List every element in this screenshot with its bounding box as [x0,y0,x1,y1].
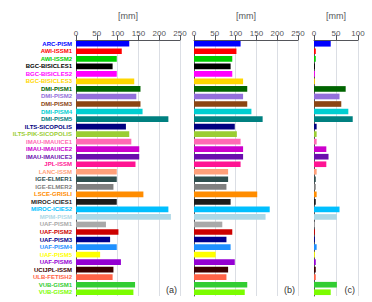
svg-text:IMAU-IMAUICE2: IMAU-IMAUICE2 [26,146,73,152]
svg-text:[mm]: [mm] [326,11,346,21]
svg-text:UAF-PISM2: UAF-PISM2 [40,229,73,235]
svg-text:150: 150 [250,29,264,38]
svg-text:UAF-PISM6: UAF-PISM6 [40,259,73,265]
svg-text:MIROC-ICIES2: MIROC-ICIES2 [31,206,73,212]
svg-text:DMI-PISM1: DMI-PISM1 [41,86,73,92]
svg-text:IGE-ELMER2: IGE-ELMER2 [35,184,72,190]
svg-text:JPL-ISSM: JPL-ISSM [44,161,72,167]
svg-text:DMI-PISM2: DMI-PISM2 [41,93,73,99]
svg-text:50: 50 [210,29,219,38]
svg-text:ARC-PISM: ARC-PISM [42,41,72,47]
svg-text:(a): (a) [166,285,177,295]
svg-text:DMI-PISM5: DMI-PISM5 [41,116,73,122]
svg-text:0: 0 [74,29,79,38]
svg-text:ULB-FETISH2: ULB-FETISH2 [33,274,73,280]
svg-text:BGC-BISICLES2: BGC-BISICLES2 [26,71,73,77]
svg-text:MPIM-PISM: MPIM-PISM [40,214,72,220]
svg-text:IMAU-IMAUICE3: IMAU-IMAUICE3 [26,154,73,160]
svg-text:50: 50 [332,29,341,38]
svg-text:200: 200 [271,29,285,38]
svg-text:50: 50 [92,29,101,38]
svg-text:250: 250 [173,29,187,38]
svg-text:IGE-ELMER1: IGE-ELMER1 [35,176,72,182]
svg-text:100: 100 [351,29,365,38]
svg-text:200: 200 [153,29,167,38]
svg-text:BGC-BISICLES1: BGC-BISICLES1 [26,63,73,69]
svg-text:150: 150 [132,29,146,38]
svg-text:DMI-PISM4: DMI-PISM4 [41,109,73,115]
svg-text:250: 250 [291,29,305,38]
svg-text:LSCE-GRISLI: LSCE-GRISLI [34,191,72,197]
svg-text:IMAU-IMAUICE1: IMAU-IMAUICE1 [26,139,73,145]
svg-text:VUB-GISM2: VUB-GISM2 [39,289,73,295]
svg-text:100: 100 [229,29,243,38]
svg-text:100: 100 [111,29,125,38]
svg-text:[mm]: [mm] [236,11,256,21]
svg-text:AWI-ISSM2: AWI-ISSM2 [41,56,73,62]
svg-text:(b): (b) [284,285,295,295]
svg-text:[mm]: [mm] [118,11,138,21]
svg-text:MIROC-ICIES1: MIROC-ICIES1 [31,199,73,205]
svg-text:AWI-ISSM1: AWI-ISSM1 [41,48,73,54]
svg-text:ILTS-PIK-SICOPOLIS: ILTS-PIK-SICOPOLIS [13,131,72,137]
svg-text:UCIJPL-ISSM: UCIJPL-ISSM [34,267,72,273]
svg-text:UAF-PISM1: UAF-PISM1 [40,221,73,227]
svg-text:UAF-PISM4: UAF-PISM4 [40,244,73,250]
svg-text:LANC-ISSM: LANC-ISSM [39,169,72,175]
svg-text:0: 0 [192,29,197,38]
svg-text:BGC-BISICLES3: BGC-BISICLES3 [26,78,73,84]
svg-text:UAF-PISM5: UAF-PISM5 [40,252,73,258]
svg-text:0: 0 [312,29,317,38]
svg-text:ILTS-SICOPOLIS: ILTS-SICOPOLIS [25,124,72,130]
svg-text:VUB-GISM1: VUB-GISM1 [39,282,73,288]
svg-text:DMI-PISM3: DMI-PISM3 [41,101,73,107]
svg-text:UAF-PISM3: UAF-PISM3 [40,237,73,243]
svg-text:(c): (c) [345,285,356,295]
